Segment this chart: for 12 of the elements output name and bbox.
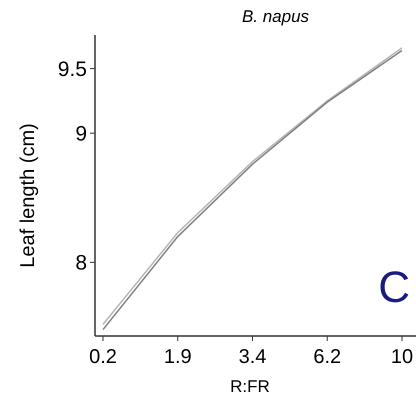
y-tick-label: 9.5 — [58, 58, 87, 81]
x-tick-label: 10 — [390, 346, 414, 368]
x-tick-label: 1.9 — [164, 346, 192, 368]
annotation: C — [378, 263, 410, 312]
x-tick-label: 6.2 — [313, 346, 342, 368]
chart-title: B. napus — [242, 7, 310, 26]
y-tick-label: 9 — [75, 122, 87, 146]
y-tick-label: 8 — [75, 252, 87, 275]
y-axis-title: Leaf length (cm) — [17, 123, 39, 268]
x-tick-label: 3.4 — [238, 346, 266, 368]
x-tick-label: 0.2 — [89, 346, 117, 368]
x-axis-title: R:FR — [230, 377, 270, 396]
